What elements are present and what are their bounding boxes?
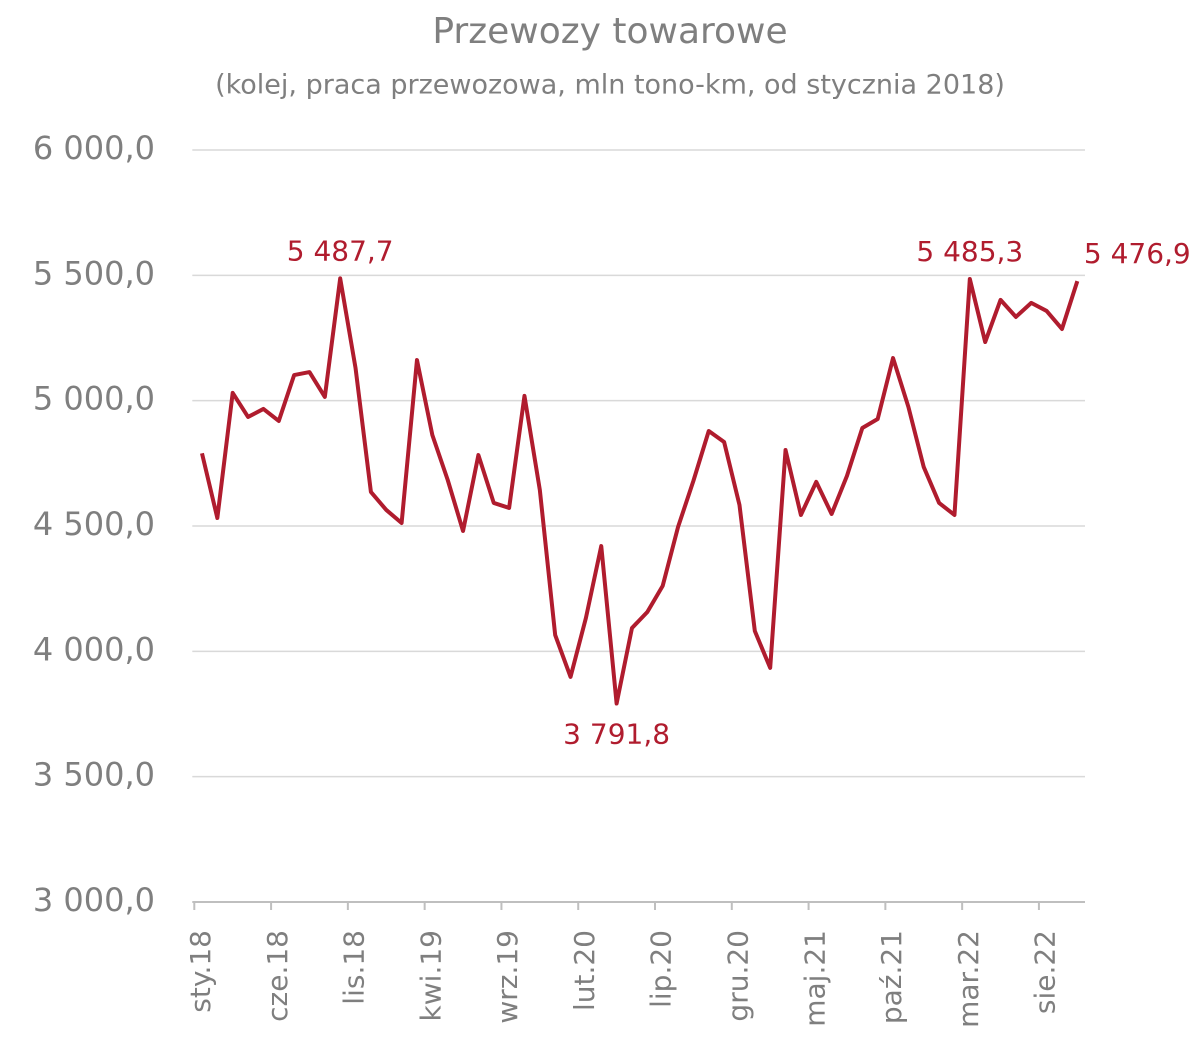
x-tick-label: lis.18 [338, 930, 371, 1005]
data-label: 5 487,7 [287, 234, 394, 267]
x-tick-label: wrz.19 [491, 930, 524, 1024]
x-tick-label: cze.18 [261, 930, 294, 1022]
y-tick-label: 5 000,0 [33, 380, 155, 418]
y-tick-label: 3 000,0 [33, 881, 155, 919]
y-tick-label: 3 500,0 [33, 756, 155, 794]
data-label: 3 791,8 [563, 718, 670, 751]
y-tick-label: 5 500,0 [33, 254, 155, 292]
x-tick-label: lip.20 [645, 930, 678, 1008]
x-tick-label: sie.22 [1029, 930, 1062, 1014]
y-tick-label: 6 000,0 [33, 129, 155, 167]
data-label: 5 485,3 [916, 235, 1023, 268]
chart-title: Przewozy towarowe [432, 11, 787, 52]
x-tick-label: paź.21 [875, 930, 908, 1024]
y-tick-label: 4 500,0 [33, 505, 155, 543]
x-tick-label: lut.20 [568, 930, 601, 1011]
chart-subtitle: (kolej, praca przewozowa, mln tono-km, o… [215, 70, 1005, 101]
x-tick-label: gru.20 [721, 930, 754, 1022]
x-tick-label: sty.18 [184, 930, 217, 1013]
data-line [200, 276, 1080, 706]
data-label: 5 476,9 [1084, 237, 1191, 270]
x-tick-label: mar.22 [952, 930, 985, 1028]
x-tick-label: kwi.19 [414, 930, 447, 1021]
x-tick-label: maj.21 [798, 930, 831, 1027]
y-tick-label: 4 000,0 [33, 630, 155, 668]
